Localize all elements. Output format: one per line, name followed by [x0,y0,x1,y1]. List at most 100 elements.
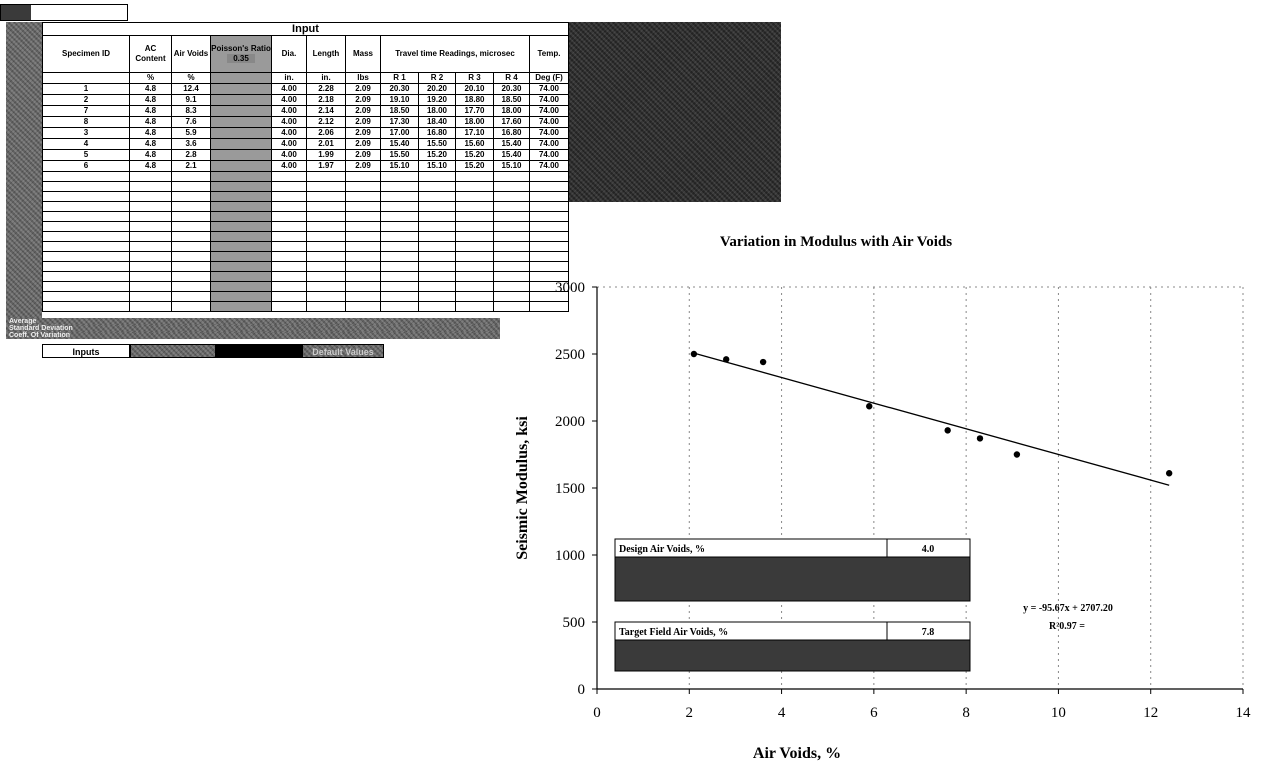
table-cell[interactable]: 15.10 [418,160,456,172]
empty-cell[interactable] [271,201,307,212]
table-cell[interactable]: 18.00 [418,105,456,117]
tab-default-values[interactable]: Default Values [302,344,384,358]
empty-cell[interactable] [306,271,346,282]
table-cell[interactable]: 18.80 [455,94,494,106]
empty-cell[interactable] [306,261,346,272]
empty-cell[interactable] [129,261,172,272]
empty-cell[interactable] [271,181,307,192]
table-cell[interactable]: 2.1 [171,160,211,172]
empty-cell[interactable] [418,271,456,282]
table-cell[interactable]: 17.00 [380,127,419,139]
table-cell[interactable]: 2.09 [345,105,381,117]
empty-cell[interactable] [271,251,307,262]
table-cell[interactable]: 4.00 [271,127,307,139]
table-cell[interactable]: 16.80 [493,127,530,139]
empty-cell[interactable] [171,191,211,202]
empty-cell[interactable] [42,261,130,272]
table-cell[interactable]: 15.40 [380,138,419,150]
cell-poissons[interactable] [210,138,272,150]
empty-cell[interactable] [42,271,130,282]
empty-cell[interactable] [455,211,494,222]
empty-cell[interactable] [306,251,346,262]
empty-cell[interactable] [129,221,172,232]
empty-cell[interactable] [345,251,381,262]
empty-cell[interactable] [345,281,381,292]
table-cell[interactable]: 17.10 [455,127,494,139]
table-cell[interactable]: 17.60 [493,116,530,128]
empty-cell[interactable] [129,271,172,282]
tab-3[interactable] [216,344,302,358]
table-cell[interactable]: 4.00 [271,138,307,150]
empty-cell[interactable] [271,191,307,202]
empty-cell[interactable] [418,261,456,272]
empty-cell[interactable] [210,281,272,292]
empty-cell[interactable] [171,201,211,212]
empty-cell[interactable] [210,251,272,262]
empty-cell[interactable] [345,191,381,202]
cell-poissons[interactable] [210,149,272,161]
cell-poissons[interactable] [210,116,272,128]
empty-cell[interactable] [210,301,272,312]
table-cell[interactable]: 17.30 [380,116,419,128]
empty-cell[interactable] [210,291,272,302]
table-cell[interactable]: 20.20 [418,83,456,95]
table-cell[interactable]: 2.01 [306,138,346,150]
table-cell[interactable]: 4.00 [271,105,307,117]
table-cell[interactable]: 4.00 [271,116,307,128]
table-cell[interactable]: 4.00 [271,160,307,172]
empty-cell[interactable] [210,261,272,272]
empty-cell[interactable] [380,241,419,252]
cell-poissons[interactable] [210,127,272,139]
empty-cell[interactable] [171,291,211,302]
table-cell[interactable]: 74.00 [529,83,569,95]
empty-cell[interactable] [380,191,419,202]
empty-cell[interactable] [42,281,130,292]
empty-cell[interactable] [380,171,419,182]
table-cell[interactable]: 4.00 [271,94,307,106]
empty-cell[interactable] [380,181,419,192]
empty-cell[interactable] [129,211,172,222]
table-cell[interactable]: 15.50 [418,138,456,150]
empty-cell[interactable] [42,301,130,312]
empty-cell[interactable] [42,241,130,252]
empty-cell[interactable] [455,221,494,232]
table-cell[interactable]: 4.8 [129,127,172,139]
table-cell[interactable]: 15.20 [418,149,456,161]
empty-cell[interactable] [455,171,494,182]
table-cell[interactable]: 4.00 [271,149,307,161]
empty-cell[interactable] [380,301,419,312]
empty-cell[interactable] [129,171,172,182]
empty-cell[interactable] [271,281,307,292]
table-cell[interactable]: 2.09 [345,138,381,150]
table-cell[interactable]: 2 [42,94,130,106]
table-cell[interactable]: 74.00 [529,149,569,161]
empty-cell[interactable] [271,241,307,252]
empty-cell[interactable] [493,181,530,192]
empty-cell[interactable] [42,171,130,182]
empty-cell[interactable] [271,221,307,232]
empty-cell[interactable] [345,301,381,312]
empty-cell[interactable] [380,281,419,292]
empty-cell[interactable] [345,271,381,282]
empty-cell[interactable] [171,251,211,262]
empty-cell[interactable] [42,221,130,232]
table-cell[interactable]: 2.09 [345,127,381,139]
empty-cell[interactable] [210,241,272,252]
empty-cell[interactable] [271,211,307,222]
empty-cell[interactable] [210,231,272,242]
table-cell[interactable]: 8.3 [171,105,211,117]
table-cell[interactable]: 15.50 [380,149,419,161]
table-cell[interactable]: 2.14 [306,105,346,117]
table-cell[interactable]: 3 [42,127,130,139]
empty-cell[interactable] [380,221,419,232]
empty-cell[interactable] [418,201,456,212]
empty-cell[interactable] [129,241,172,252]
name-box[interactable] [0,4,128,21]
empty-cell[interactable] [380,271,419,282]
table-cell[interactable]: 15.10 [493,160,530,172]
table-cell[interactable]: 2.18 [306,94,346,106]
table-cell[interactable]: 15.60 [455,138,494,150]
table-cell[interactable]: 4 [42,138,130,150]
table-cell[interactable]: 2.06 [306,127,346,139]
table-cell[interactable]: 2.09 [345,160,381,172]
